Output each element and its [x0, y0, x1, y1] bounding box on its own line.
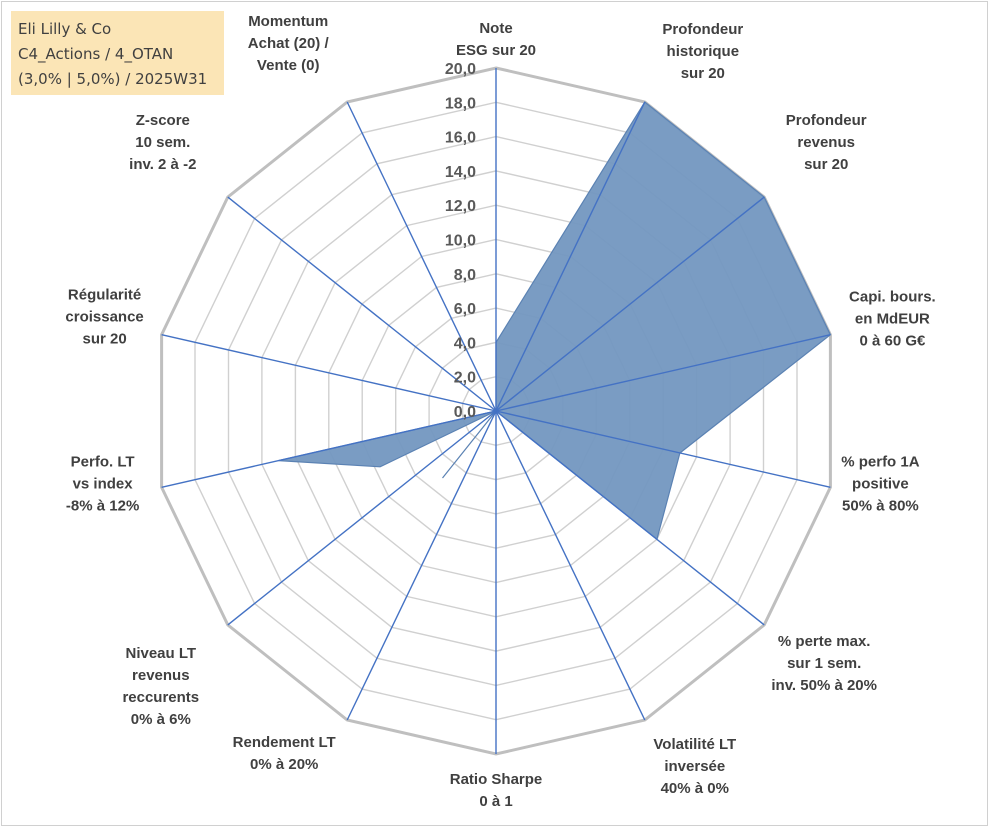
axis-spoke [495, 334, 831, 412]
portfolio-label: C4_Actions / 4_OTAN [18, 45, 174, 63]
axis-label-line: en MdEUR [855, 311, 930, 328]
axis-label-line: % perte max. [778, 633, 871, 650]
axis-label-line: 10 sem. [135, 134, 190, 151]
tick-label: 12,0 [445, 198, 476, 215]
axis-label: Profondeur historique sur 20 [662, 21, 743, 82]
axis-label: Note ESG sur 20 [456, 20, 536, 59]
axis-label-line: sur 20 [82, 331, 126, 348]
axis-label: Régularité croissance sur 20 [65, 287, 143, 348]
axis-spoke [161, 410, 497, 488]
axis-labels: Note ESG sur 20 Profondeur historique sur 20… [65, 13, 935, 810]
axis-label: Rendement LT 0% à 20% [233, 734, 336, 773]
axis-label: Niveau LT revenus reccurents 0% à 6% [122, 645, 199, 728]
tick-label: 4,0 [454, 335, 476, 352]
tick-labels: 0,0 2,0 4,0 6,0 8,0 10,0 12,0 14,0 16,0 18,0 20,0 [445, 61, 476, 421]
axis-label-line: Ratio Sharpe [450, 771, 543, 788]
axis-label-line: reccurents [122, 689, 199, 706]
axis-label-line: 0 à 60 G€ [859, 333, 926, 350]
tick-label: 20,0 [445, 61, 476, 78]
axis-label: Momentum Achat (20) / Vente (0) [248, 13, 330, 74]
axis-spoke [346, 101, 497, 412]
axis-label-line: sur 20 [804, 156, 848, 173]
axis-label: Volatilité LT inversée 40% à 0% [653, 736, 736, 797]
axis-spoke [495, 410, 831, 488]
axis-label-line: vs index [73, 475, 134, 492]
axis-label-line: Note [479, 20, 512, 37]
axis-label: Capi. bours. en MdEUR 0 à 60 G€ [849, 289, 936, 350]
axis-label-line: revenus [797, 134, 855, 151]
axis-label-line: 0% à 20% [250, 756, 318, 773]
axis-spoke [227, 410, 497, 626]
axis-label-line: Régularité [68, 287, 141, 304]
axis-label-line: inv. 2 à -2 [129, 156, 196, 173]
tick-label: 6,0 [454, 301, 476, 318]
axis-spoke [346, 410, 497, 721]
axis-label-line: Profondeur [786, 112, 867, 129]
axis-spoke [495, 410, 765, 626]
axis-spoke [161, 334, 497, 412]
info-box: Eli Lilly & Co C4_Actions / 4_OTAN (3,0%… [11, 11, 224, 95]
axis-label-line: Vente (0) [257, 57, 320, 74]
data-area [278, 101, 832, 541]
axis-label-line: 50% à 80% [842, 497, 919, 514]
axis-label: % perfo 1A positive 50% à 80% [841, 453, 920, 514]
axis-label: Z-score 10 sem. inv. 2 à -2 [129, 112, 196, 173]
axis-label-line: 40% à 0% [661, 780, 729, 797]
axis-label-line: Perfo. LT [71, 453, 135, 470]
tick-label: 14,0 [445, 164, 476, 181]
axis-label-line: Profondeur [662, 21, 743, 38]
axis-label-line: croissance [65, 309, 143, 326]
axis-label-line: sur 1 sem. [787, 655, 861, 672]
series-area [278, 101, 832, 541]
tick-label: 0,0 [454, 404, 476, 421]
parameters-label: (3,0% | 5,0%) / 2025W31 [18, 70, 208, 88]
axis-label-line: inversée [664, 758, 725, 775]
axis-label-line: 0% à 6% [131, 711, 191, 728]
axis-label-line: inv. 50% à 20% [771, 677, 877, 694]
axis-label: Perfo. LT vs index -8% à 12% [66, 453, 139, 514]
axis-label-line: historique [667, 43, 740, 60]
axis-label-line: sur 20 [681, 65, 725, 82]
axis-label-line: Momentum [248, 13, 328, 30]
axis-label-line: Rendement LT [233, 734, 336, 751]
tick-label: 10,0 [445, 233, 476, 250]
axis-label-line: revenus [132, 667, 190, 684]
axis-label-line: Z-score [136, 112, 190, 129]
axis-spoke [495, 101, 646, 412]
axis-label: Profondeur revenus sur 20 [786, 112, 867, 173]
axis-label-line: Capi. bours. [849, 289, 936, 306]
axis-label: % perte max. sur 1 sem. inv. 50% à 20% [771, 633, 877, 694]
axis-label-line: ESG sur 20 [456, 42, 536, 59]
axis-label-line: -8% à 12% [66, 497, 139, 514]
tick-label: 16,0 [445, 130, 476, 147]
axis-spokes [161, 68, 831, 754]
axis-label-line: 0 à 1 [479, 793, 512, 810]
axis-label-line: Niveau LT [126, 645, 197, 662]
axis-label-line: % perfo 1A [841, 453, 920, 470]
axis-label-line: Volatilité LT [653, 736, 736, 753]
axis-spoke [495, 196, 765, 412]
axis-spoke [495, 410, 646, 721]
axis-label: Ratio Sharpe 0 à 1 [450, 771, 543, 810]
tick-label: 2,0 [454, 370, 476, 387]
tick-label: 18,0 [445, 95, 476, 112]
axis-spoke [227, 196, 497, 412]
axis-label-line: Achat (20) / [248, 35, 330, 52]
axis-label-line: positive [852, 475, 909, 492]
company-name: Eli Lilly & Co [18, 20, 112, 38]
tick-label: 8,0 [454, 267, 476, 284]
